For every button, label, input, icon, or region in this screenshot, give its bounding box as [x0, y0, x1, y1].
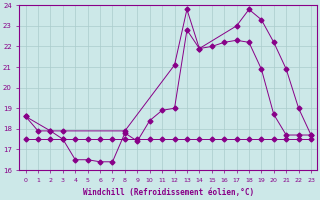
X-axis label: Windchill (Refroidissement éolien,°C): Windchill (Refroidissement éolien,°C) — [83, 188, 254, 197]
